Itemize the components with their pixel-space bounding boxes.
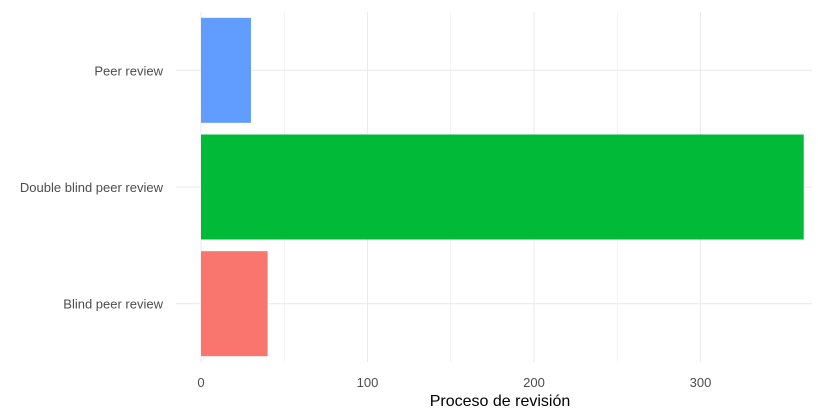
- y-tick-label: Peer review: [94, 63, 163, 78]
- y-axis-tick-labels: Blind peer review Double blind peer revie…: [20, 63, 164, 311]
- bar-double-blind-peer-review: [201, 134, 804, 240]
- bars: [201, 17, 804, 357]
- y-tick-label: Double blind peer review: [20, 180, 164, 195]
- x-tick-label: 300: [690, 375, 712, 390]
- x-axis-tick-labels: 0 100 200 300: [197, 375, 711, 390]
- x-tick-label: 100: [357, 375, 379, 390]
- bar-blind-peer-review: [201, 251, 268, 357]
- bar-peer-review: [201, 17, 251, 123]
- x-tick-label: 0: [197, 375, 204, 390]
- x-axis-title: Proceso de revisión: [430, 393, 571, 410]
- x-tick-label: 200: [523, 375, 545, 390]
- y-tick-label: Blind peer review: [63, 297, 163, 312]
